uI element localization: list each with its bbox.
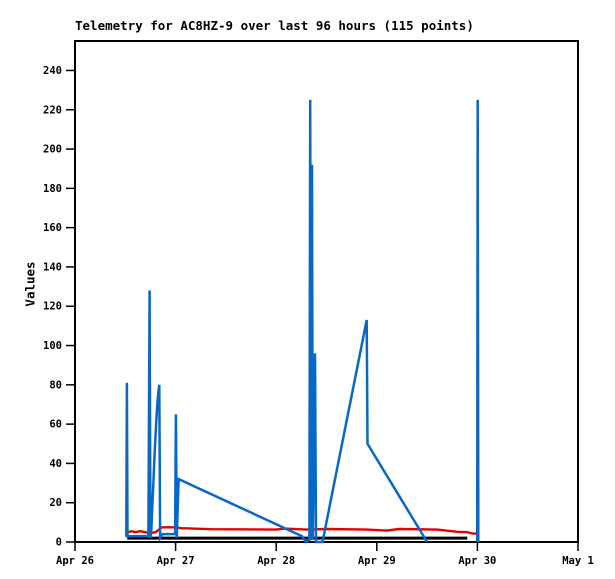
telemetry-channel-red-line <box>124 526 478 535</box>
x-tick-label: Apr 27 <box>157 555 195 567</box>
y-tick-label: 40 <box>49 458 62 470</box>
chart-title: Telemetry for AC8HZ-9 over last 96 hours… <box>75 18 474 33</box>
x-tick-label: May 1 <box>562 555 594 567</box>
x-tick-label: Apr 28 <box>257 555 295 567</box>
plot-frame <box>74 40 579 543</box>
y-tick-label: 60 <box>49 419 62 431</box>
y-tick-label: 160 <box>43 222 62 234</box>
x-tick-label: Apr 30 <box>458 555 496 567</box>
y-tick-label: 20 <box>49 497 62 509</box>
y-tick-label: 240 <box>43 65 62 77</box>
y-tick-label: 180 <box>43 183 62 195</box>
x-tick-label: Apr 29 <box>358 555 396 567</box>
y-tick-label: 100 <box>43 340 62 352</box>
telemetry-channel-blue-line <box>125 99 429 544</box>
y-tick-label: 140 <box>43 261 62 273</box>
y-tick-label: 80 <box>49 379 62 391</box>
y-tick-label: 0 <box>56 537 62 549</box>
y-tick-label: 120 <box>43 301 62 313</box>
y-tick-label: 220 <box>43 104 62 116</box>
y-tick-label: 200 <box>43 144 62 156</box>
telemetry-channel-blue-line <box>475 99 480 543</box>
x-tick-label: Apr 26 <box>56 555 94 567</box>
